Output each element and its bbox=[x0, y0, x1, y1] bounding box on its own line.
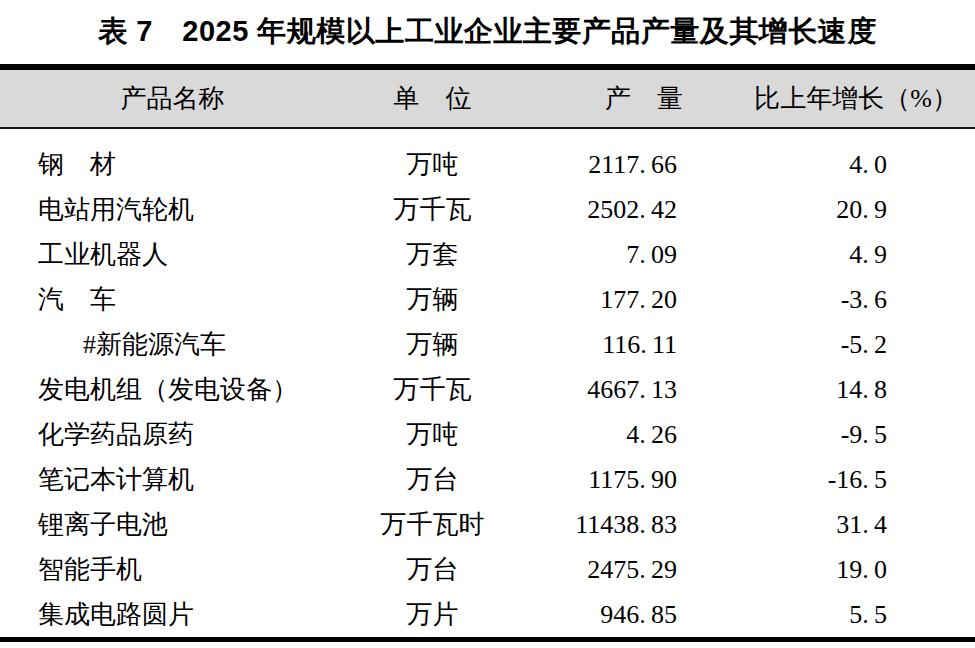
output-cell: 177. 20 bbox=[520, 285, 700, 315]
product-name-cell: 汽 车 bbox=[0, 282, 345, 317]
document-page: 表 7 2025 年规模以上工业企业主要产品产量及其增长速度 产品名称 单 位 … bbox=[0, 0, 975, 648]
unit-cell: 万台 bbox=[345, 552, 520, 587]
table-bottom-rule bbox=[0, 637, 975, 642]
unit-cell: 万千瓦 bbox=[345, 192, 520, 227]
col-header-growth: 比上年增长（%） bbox=[700, 81, 975, 116]
growth-cell: 4. 9 bbox=[700, 240, 975, 270]
table-row: 锂离子电池万千瓦时11438. 8331. 4 bbox=[0, 502, 975, 547]
col-header-unit: 单 位 bbox=[345, 81, 520, 116]
table-row: 笔记本计算机万台1175. 90-16. 5 bbox=[0, 457, 975, 502]
product-name-cell: 电站用汽轮机 bbox=[0, 192, 345, 227]
unit-cell: 万辆 bbox=[345, 282, 520, 317]
output-cell: 2117. 66 bbox=[520, 150, 700, 180]
growth-cell: 14. 8 bbox=[700, 375, 975, 405]
table-header-row: 产品名称 单 位 产 量 比上年增长（%） bbox=[0, 64, 975, 129]
unit-cell: 万千瓦时 bbox=[345, 507, 520, 542]
unit-cell: 万吨 bbox=[345, 147, 520, 182]
table-row: 汽 车万辆177. 20-3. 6 bbox=[0, 277, 975, 322]
unit-cell: 万千瓦 bbox=[345, 372, 520, 407]
growth-cell: 5. 5 bbox=[700, 600, 975, 630]
output-cell: 2475. 29 bbox=[520, 555, 700, 585]
output-cell: 946. 85 bbox=[520, 600, 700, 630]
output-cell: 7. 09 bbox=[520, 240, 700, 270]
output-cell: 1175. 90 bbox=[520, 465, 700, 495]
output-cell: 11438. 83 bbox=[520, 510, 700, 540]
growth-cell: 31. 4 bbox=[700, 510, 975, 540]
unit-cell: 万台 bbox=[345, 462, 520, 497]
growth-cell: 20. 9 bbox=[700, 195, 975, 225]
product-name-cell: 笔记本计算机 bbox=[0, 462, 345, 497]
growth-cell: 4. 0 bbox=[700, 150, 975, 180]
product-name-cell: 集成电路圆片 bbox=[0, 597, 345, 632]
growth-cell: -3. 6 bbox=[700, 285, 975, 315]
unit-cell: 万片 bbox=[345, 597, 520, 632]
table-row: 发电机组（发电设备）万千瓦4667. 1314. 8 bbox=[0, 367, 975, 412]
output-cell: 2502. 42 bbox=[520, 195, 700, 225]
col-header-product-name: 产品名称 bbox=[0, 81, 345, 116]
product-name-cell: 钢 材 bbox=[0, 147, 345, 182]
growth-cell: -16. 5 bbox=[700, 465, 975, 495]
product-name-cell: 锂离子电池 bbox=[0, 507, 345, 542]
products-table: 产品名称 单 位 产 量 比上年增长（%） 钢 材万吨2117. 664. 0电… bbox=[0, 64, 975, 642]
growth-cell: -9. 5 bbox=[700, 420, 975, 450]
unit-cell: 万套 bbox=[345, 237, 520, 272]
growth-cell: 19. 0 bbox=[700, 555, 975, 585]
output-cell: 4667. 13 bbox=[520, 375, 700, 405]
growth-cell: -5. 2 bbox=[700, 330, 975, 360]
product-name-cell: #新能源汽车 bbox=[0, 327, 345, 362]
product-name-cell: 智能手机 bbox=[0, 552, 345, 587]
table-row: 化学药品原药万吨4. 26-9. 5 bbox=[0, 412, 975, 457]
product-name-cell: 化学药品原药 bbox=[0, 417, 345, 452]
output-cell: 4. 26 bbox=[520, 420, 700, 450]
table-row: 电站用汽轮机万千瓦2502. 4220. 9 bbox=[0, 187, 975, 232]
table-body: 钢 材万吨2117. 664. 0电站用汽轮机万千瓦2502. 4220. 9工… bbox=[0, 129, 975, 637]
table-row: 工业机器人万套7. 094. 9 bbox=[0, 232, 975, 277]
table-row: 钢 材万吨2117. 664. 0 bbox=[0, 142, 975, 187]
col-header-output: 产 量 bbox=[520, 81, 700, 116]
product-name-cell: 发电机组（发电设备） bbox=[0, 372, 345, 407]
unit-cell: 万吨 bbox=[345, 417, 520, 452]
table-title: 表 7 2025 年规模以上工业企业主要产品产量及其增长速度 bbox=[0, 0, 975, 64]
table-row: #新能源汽车万辆116. 11-5. 2 bbox=[0, 322, 975, 367]
product-name-cell: 工业机器人 bbox=[0, 237, 345, 272]
table-row: 智能手机万台2475. 2919. 0 bbox=[0, 547, 975, 592]
unit-cell: 万辆 bbox=[345, 327, 520, 362]
table-row: 集成电路圆片万片946. 855. 5 bbox=[0, 592, 975, 637]
output-cell: 116. 11 bbox=[520, 330, 700, 360]
